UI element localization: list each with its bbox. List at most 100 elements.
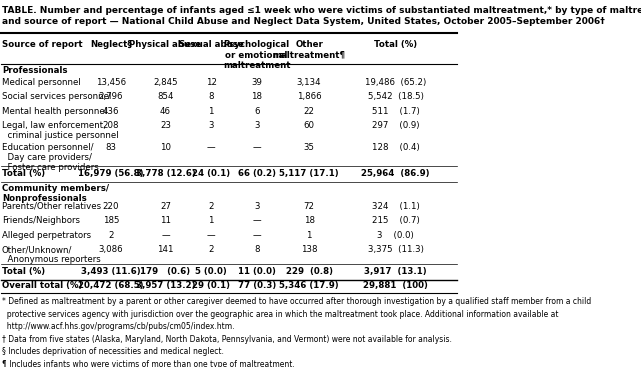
- Text: Professionals: Professionals: [2, 66, 67, 75]
- Text: Sexual abuse: Sexual abuse: [179, 40, 244, 50]
- Text: 128    (0.4): 128 (0.4): [372, 143, 420, 152]
- Text: 511    (1.7): 511 (1.7): [372, 107, 420, 116]
- Text: 3,778 (12.6): 3,778 (12.6): [136, 169, 196, 178]
- Text: —: —: [207, 143, 215, 152]
- Text: 5,346 (17.9): 5,346 (17.9): [279, 281, 339, 290]
- Text: 29 (0.1): 29 (0.1): [192, 281, 230, 290]
- Text: Friends/Neighbors: Friends/Neighbors: [2, 217, 80, 225]
- Text: 229  (0.8): 229 (0.8): [286, 267, 333, 276]
- Text: Total (%): Total (%): [374, 40, 417, 50]
- Text: 324    (1.1): 324 (1.1): [372, 202, 420, 211]
- Text: 19,486  (65.2): 19,486 (65.2): [365, 78, 426, 87]
- Text: 3,086: 3,086: [99, 245, 123, 254]
- Text: 35: 35: [304, 143, 315, 152]
- Text: 854: 854: [157, 92, 174, 102]
- Text: http://www.acf.hhs.gov/programs/cb/pubs/cm05/index.htm.: http://www.acf.hhs.gov/programs/cb/pubs/…: [3, 322, 235, 331]
- Text: 215    (0.7): 215 (0.7): [372, 217, 420, 225]
- Text: 5,542  (18.5): 5,542 (18.5): [368, 92, 424, 102]
- Text: 6: 6: [254, 107, 260, 116]
- Text: 10: 10: [160, 143, 171, 152]
- Text: 39: 39: [251, 78, 262, 87]
- Text: Total (%): Total (%): [2, 267, 45, 276]
- Text: 138: 138: [301, 245, 317, 254]
- Text: Total (%): Total (%): [2, 169, 45, 178]
- Text: 1: 1: [306, 231, 312, 240]
- Text: 20,472 (68.5): 20,472 (68.5): [78, 281, 144, 290]
- Text: 3: 3: [208, 121, 214, 130]
- Text: Psychological
or emotional
maltreatment: Psychological or emotional maltreatment: [223, 40, 290, 70]
- Text: 18: 18: [251, 92, 262, 102]
- Text: 83: 83: [105, 143, 116, 152]
- Text: 11 (0.0): 11 (0.0): [238, 267, 276, 276]
- Text: Neglect§: Neglect§: [90, 40, 132, 50]
- Text: 12: 12: [206, 78, 217, 87]
- Text: —: —: [253, 143, 261, 152]
- Text: —: —: [253, 231, 261, 240]
- Text: 11: 11: [160, 217, 171, 225]
- Text: 3,917  (13.1): 3,917 (13.1): [365, 267, 427, 276]
- Text: 25,964  (86.9): 25,964 (86.9): [362, 169, 430, 178]
- Text: 3,375  (11.3): 3,375 (11.3): [368, 245, 424, 254]
- Text: 16,979 (56.8): 16,979 (56.8): [78, 169, 144, 178]
- Text: Legal, law enforcement,
  criminal justice personnel: Legal, law enforcement, criminal justice…: [2, 121, 119, 140]
- Text: TABLE. Number and percentage of infants aged ≤1 week who were victims of substan: TABLE. Number and percentage of infants …: [3, 6, 641, 26]
- Text: Other/Unknown/
  Anonymous reporters: Other/Unknown/ Anonymous reporters: [2, 245, 101, 264]
- Text: protective services agency with jurisdiction over the geographic area in which t: protective services agency with jurisdic…: [3, 310, 559, 319]
- Text: 1,866: 1,866: [297, 92, 321, 102]
- Text: 3: 3: [254, 202, 260, 211]
- Text: —: —: [161, 231, 170, 240]
- Text: 8: 8: [254, 245, 260, 254]
- Text: 3    (0.0): 3 (0.0): [378, 231, 414, 240]
- Text: 24 (0.1): 24 (0.1): [192, 169, 230, 178]
- Text: 297    (0.9): 297 (0.9): [372, 121, 419, 130]
- Text: 179   (0.6): 179 (0.6): [140, 267, 190, 276]
- Text: 22: 22: [304, 107, 315, 116]
- Text: 5,117 (17.1): 5,117 (17.1): [279, 169, 339, 178]
- Text: 2: 2: [208, 245, 214, 254]
- Text: 3,134: 3,134: [297, 78, 321, 87]
- Text: * Defined as maltreatment by a parent or other caregiver deemed to have occurred: * Defined as maltreatment by a parent or…: [3, 297, 592, 306]
- Text: 5 (0.0): 5 (0.0): [196, 267, 227, 276]
- Text: Overall total (%): Overall total (%): [2, 281, 82, 290]
- Text: 436: 436: [103, 107, 119, 116]
- Text: 46: 46: [160, 107, 171, 116]
- Text: 8: 8: [208, 92, 214, 102]
- Text: 77 (0.3): 77 (0.3): [238, 281, 276, 290]
- Text: 23: 23: [160, 121, 171, 130]
- Text: Alleged perpetrators: Alleged perpetrators: [2, 231, 91, 240]
- Text: 60: 60: [304, 121, 315, 130]
- Text: Physical abuse: Physical abuse: [129, 40, 201, 50]
- Text: Community members/
Nonprofessionals: Community members/ Nonprofessionals: [2, 184, 109, 203]
- Text: 208: 208: [103, 121, 119, 130]
- Text: 18: 18: [304, 217, 315, 225]
- Text: 13,456: 13,456: [96, 78, 126, 87]
- Text: ¶ Includes infants who were victims of more than one type of maltreatment.: ¶ Includes infants who were victims of m…: [3, 360, 295, 367]
- Text: —: —: [207, 231, 215, 240]
- Text: 185: 185: [103, 217, 119, 225]
- Text: 141: 141: [157, 245, 174, 254]
- Text: Social services personnel: Social services personnel: [2, 92, 112, 102]
- Text: 3: 3: [254, 121, 260, 130]
- Text: 66 (0.2): 66 (0.2): [238, 169, 276, 178]
- Text: Medical personnel: Medical personnel: [2, 78, 81, 87]
- Text: 29,881  (100): 29,881 (100): [363, 281, 428, 290]
- Text: † Data from five states (Alaska, Maryland, North Dakota, Pennsylvania, and Vermo: † Data from five states (Alaska, Marylan…: [3, 335, 452, 344]
- Text: § Includes deprivation of necessities and medical neglect.: § Includes deprivation of necessities an…: [3, 348, 224, 356]
- Text: Other
maltreatment¶: Other maltreatment¶: [272, 40, 345, 60]
- Text: 3,957 (13.2): 3,957 (13.2): [136, 281, 196, 290]
- Text: 2,845: 2,845: [153, 78, 178, 87]
- Text: 1: 1: [208, 217, 214, 225]
- Text: Education personnel/
  Day care providers/
  Foster care providers: Education personnel/ Day care providers/…: [2, 143, 99, 172]
- Text: 27: 27: [160, 202, 171, 211]
- Text: Mental health personnel: Mental health personnel: [2, 107, 107, 116]
- Text: 72: 72: [304, 202, 315, 211]
- Text: —: —: [253, 217, 261, 225]
- Text: 2: 2: [108, 231, 113, 240]
- Text: 220: 220: [103, 202, 119, 211]
- Text: 3,493 (11.6): 3,493 (11.6): [81, 267, 140, 276]
- Text: Source of report: Source of report: [2, 40, 83, 50]
- Text: 1: 1: [208, 107, 214, 116]
- Text: 2,796: 2,796: [99, 92, 123, 102]
- Text: 2: 2: [208, 202, 214, 211]
- Text: Parents/Other relatives: Parents/Other relatives: [2, 202, 101, 211]
